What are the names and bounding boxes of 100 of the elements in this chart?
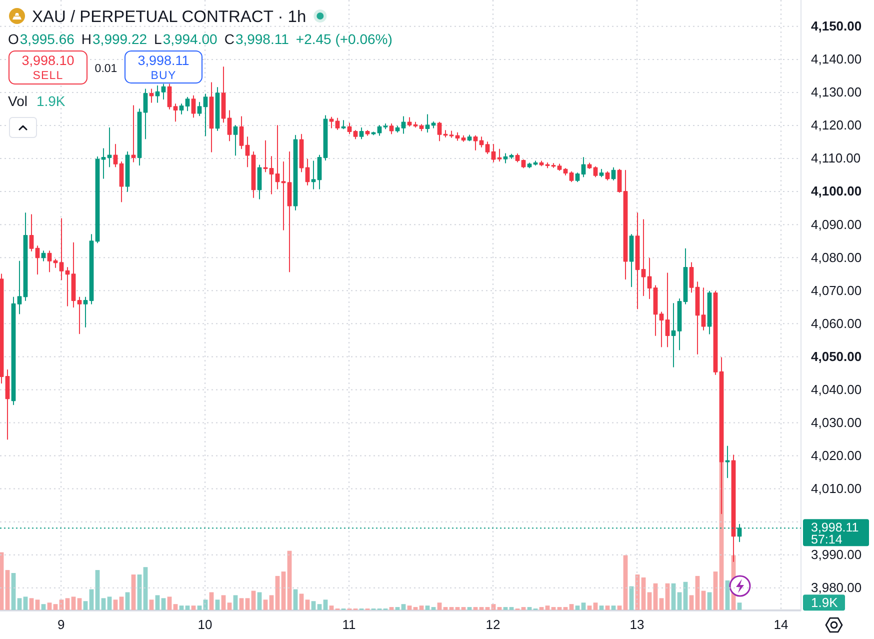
- candlestick: [0, 274, 4, 384]
- bar: [263, 600, 268, 610]
- candlestick: [677, 298, 682, 350]
- bar: [653, 583, 658, 610]
- annotation: 3,995.66: [20, 31, 75, 47]
- candlestick: [311, 160, 316, 190]
- bar: [53, 604, 58, 610]
- candlestick: [269, 156, 274, 194]
- candlestick: [281, 161, 286, 230]
- bar: [689, 595, 694, 610]
- bar: [113, 600, 118, 610]
- bar: [557, 607, 562, 610]
- bar: [317, 604, 322, 610]
- candlestick: [701, 287, 706, 330]
- candlestick: [425, 114, 430, 133]
- bar: [569, 604, 574, 610]
- candlestick: [539, 160, 544, 166]
- bar: [563, 607, 568, 610]
- annotation: BUY: [150, 70, 176, 82]
- bar: [425, 606, 430, 610]
- candlestick: [557, 164, 562, 171]
- bar: [407, 606, 412, 610]
- y-tick-label: 4,090.00: [811, 216, 862, 232]
- bar: [155, 595, 160, 610]
- candlestick: [623, 170, 628, 280]
- candlestick: [221, 66, 226, 123]
- candlestick: [341, 120, 346, 130]
- annotation: 3,998.10: [22, 53, 74, 68]
- annotation: 1.9K: [36, 93, 66, 109]
- bar: [209, 592, 214, 610]
- candlestick: [83, 296, 88, 328]
- bar: [245, 598, 250, 610]
- y-tick-label: 4,030.00: [811, 414, 862, 430]
- bar: [41, 604, 46, 610]
- x-tick-label: 10: [198, 617, 212, 632]
- candlestick: [629, 234, 634, 288]
- candlestick: [521, 159, 526, 168]
- bar: [131, 574, 136, 610]
- annotation: 0.01: [94, 63, 118, 75]
- candlestick: [263, 140, 268, 172]
- bar: [605, 606, 610, 610]
- bar: [305, 600, 310, 610]
- candlestick: [485, 142, 490, 154]
- bar: [443, 607, 448, 610]
- x-tick-label: 11: [342, 617, 356, 632]
- bar: [473, 607, 478, 610]
- candlestick: [95, 156, 100, 244]
- candlestick: [665, 272, 670, 348]
- x-tick-label: 13: [630, 617, 644, 632]
- bar: [281, 572, 286, 610]
- bar: [161, 598, 166, 610]
- bar: [167, 596, 172, 610]
- candlestick: [335, 118, 340, 130]
- candlestick: [515, 153, 520, 162]
- bar: [0, 552, 4, 610]
- y-tick-label: 4,070.00: [811, 282, 862, 298]
- bar: [713, 572, 718, 610]
- candlestick: [125, 151, 130, 192]
- candlestick: [233, 125, 238, 156]
- candlestick: [545, 162, 550, 168]
- candlestick: [197, 102, 202, 116]
- bar: [509, 607, 514, 610]
- bar: [323, 600, 328, 610]
- y-tick-label: 4,050.00: [811, 348, 862, 364]
- y-tick-label: 3,980.00: [811, 580, 862, 596]
- candlestick: [407, 117, 412, 127]
- candlestick: [101, 148, 106, 179]
- y-tick-label: 4,010.00: [811, 480, 862, 496]
- bar: [701, 590, 706, 610]
- candlestick: [617, 168, 622, 193]
- candlestick: [491, 144, 496, 162]
- bar: [479, 607, 484, 610]
- y-tick-label: 4,040.00: [811, 382, 862, 397]
- bar: [611, 606, 616, 610]
- candlestick: [239, 116, 244, 150]
- bar: [83, 601, 88, 610]
- candlestick: [35, 246, 40, 275]
- annotation: 3,998.11: [235, 31, 290, 47]
- bar: [293, 589, 298, 610]
- candlestick: [695, 282, 700, 355]
- bar: [311, 601, 316, 610]
- bar: [521, 607, 526, 610]
- candlestick: [683, 248, 688, 304]
- bar: [269, 595, 274, 610]
- bar: [35, 600, 40, 610]
- candlestick: [173, 104, 178, 122]
- candlestick: [449, 130, 454, 138]
- candlestick: [77, 296, 82, 334]
- bar: [17, 598, 22, 610]
- bar: [413, 607, 418, 610]
- candlestick: [347, 122, 352, 134]
- candlestick: [191, 95, 196, 118]
- candlestick: [455, 132, 460, 141]
- bar: [251, 590, 256, 610]
- candlestick: [53, 258, 58, 268]
- candlestick: [563, 168, 568, 176]
- bar: [587, 606, 592, 610]
- bar: [47, 602, 52, 610]
- bar: [431, 607, 436, 610]
- bar: [227, 602, 232, 610]
